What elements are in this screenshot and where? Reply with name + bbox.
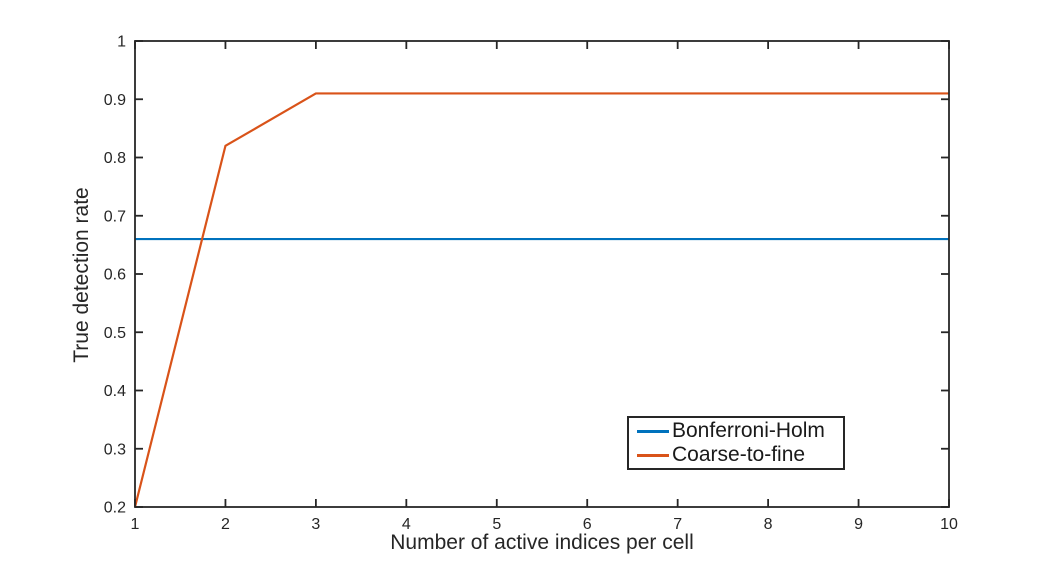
legend-label: Coarse-to-fine — [672, 443, 806, 466]
legend-item-coarse-to-fine: Coarse-to-fine — [637, 443, 843, 467]
series-line-coarse-to-fine — [133, 92, 949, 508]
y-tick-label: 0.5 — [104, 325, 126, 342]
plot-box — [134, 40, 950, 508]
legend-line-sample-blue — [637, 429, 669, 433]
legend-label: Bonferroni-Holm — [672, 419, 825, 442]
y-tick-label: 0.9 — [104, 92, 126, 109]
legend-line-sample-orange — [637, 453, 669, 457]
y-tick-label: 0.3 — [104, 441, 126, 458]
x-tick-label: 2 — [221, 516, 230, 533]
x-tick-label: 7 — [673, 516, 682, 533]
y-tick-label: 1 — [117, 34, 126, 51]
y-tick-label: 0.2 — [104, 500, 126, 517]
y-tick-label: 0.8 — [104, 150, 126, 167]
x-tick-label: 10 — [940, 516, 958, 533]
x-tick-label: 4 — [402, 516, 411, 533]
x-axis-label: Number of active indices per cell — [390, 531, 694, 554]
y-axis-label: True detection rate — [70, 187, 93, 363]
legend: Bonferroni-Holm Coarse-to-fine — [627, 416, 845, 470]
x-tick-label: 9 — [854, 516, 863, 533]
x-tick-label: 6 — [583, 516, 592, 533]
y-tick-label: 0.4 — [104, 383, 126, 400]
x-tick-label: 5 — [492, 516, 501, 533]
x-tick-label: 8 — [764, 516, 773, 533]
x-tick-label: 1 — [131, 516, 140, 533]
x-tick-label: 3 — [311, 516, 320, 533]
legend-item-bonferroni-holm: Bonferroni-Holm — [637, 419, 843, 443]
y-tick-label: 0.7 — [104, 208, 126, 225]
y-tick-label: 0.6 — [104, 267, 126, 284]
